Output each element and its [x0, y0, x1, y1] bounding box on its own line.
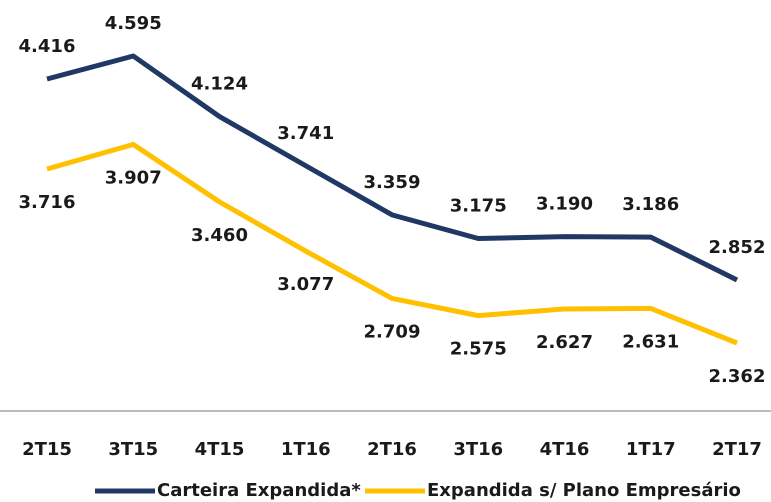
data-label: 2.852 [709, 237, 766, 258]
data-label: 2.362 [709, 366, 766, 387]
data-label: 4.416 [19, 36, 76, 57]
data-label: 3.077 [277, 274, 334, 295]
x-tick-label: 1T16 [281, 439, 331, 460]
data-label: 4.595 [105, 13, 162, 34]
data-label: 3.175 [450, 196, 507, 217]
series-line [46, 141, 738, 346]
data-label: 3.741 [277, 123, 334, 144]
data-label: 2.575 [450, 339, 507, 360]
data-label: 2.627 [536, 332, 593, 353]
x-tick-label: 2T15 [22, 439, 72, 460]
data-label: 3.460 [191, 225, 248, 246]
data-label: 4.124 [191, 74, 248, 95]
x-tick-label: 3T15 [108, 439, 158, 460]
data-label: 2.709 [364, 321, 421, 342]
legend-label: Expandida s/ Plano Empresário [427, 480, 741, 501]
x-tick-label: 2T16 [367, 439, 417, 460]
data-label: 2.631 [622, 331, 679, 352]
data-label: 3.907 [105, 167, 162, 188]
x-tick-label: 4T16 [540, 439, 590, 460]
x-tick-label: 4T15 [195, 439, 245, 460]
x-tick-label: 2T17 [712, 439, 762, 460]
legend-label: Carteira Expandida* [157, 480, 361, 501]
data-label: 3.190 [536, 194, 593, 215]
data-label: 3.716 [19, 192, 76, 213]
x-tick-label: 3T16 [453, 439, 503, 460]
data-label: 3.186 [622, 194, 679, 215]
series-line [46, 53, 739, 283]
data-label: 3.359 [364, 172, 421, 193]
x-tick-label: 1T17 [626, 439, 676, 460]
